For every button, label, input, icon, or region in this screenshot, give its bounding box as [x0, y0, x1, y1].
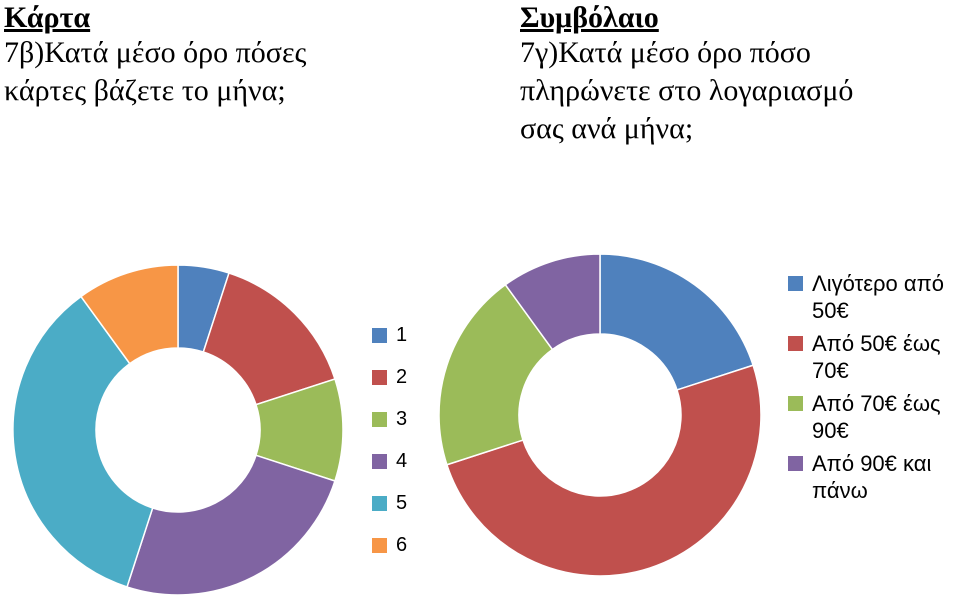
cards-doughnut-chart: [12, 264, 344, 596]
cards-slice-4: [126, 454, 336, 596]
cards-legend-item-1: 1: [372, 314, 432, 356]
contract-legend-swatch-2: [788, 336, 803, 351]
left-question-line-2: κάρτες βάζετε το μήνα;: [4, 74, 286, 107]
contract-legend-swatch-3: [788, 396, 803, 411]
contract-slice-3: [438, 283, 554, 466]
cards-legend-swatch-2: [372, 369, 387, 385]
cards-legend-swatch-5: [372, 495, 387, 511]
left-heading: Κάρτα 7β)Κατά μέσο όρο πόσες κάρτες βάζε…: [4, 2, 444, 110]
contract-legend: Λιγότερο από 50€ Από 50€ έως 70€ Από 70€ έως…: [788, 270, 960, 510]
contract-legend-label-3: Από 70€ έως 90€: [812, 391, 941, 443]
contract-legend-item-2: Από 50€ έως 70€: [788, 330, 960, 384]
cards-legend-item-5: 5: [372, 482, 432, 524]
right-category-title: Συμβόλαιο: [520, 1, 659, 34]
contract-slice-1: [599, 253, 755, 391]
cards-legend-label-4: 4: [396, 449, 408, 472]
contract-slice-4: [504, 253, 601, 351]
cards-legend-swatch-4: [372, 453, 387, 469]
cards-legend-label-3: 3: [396, 407, 408, 430]
cards-legend-swatch-1: [372, 327, 387, 343]
cards-legend: 1 2 3 4 5 6: [372, 314, 432, 566]
contract-legend-item-4: Από 90€ και πάνω: [788, 450, 960, 504]
contract-legend-swatch-4: [788, 456, 803, 471]
contract-legend-item-1: Λιγότερο από 50€: [788, 270, 960, 324]
contract-legend-item-3: Από 70€ έως 90€: [788, 390, 960, 444]
cards-slice-6: [79, 264, 179, 365]
contract-legend-label-2: Από 50€ έως 70€: [812, 331, 941, 383]
cards-legend-label-2: 2: [396, 365, 408, 388]
cards-legend-item-6: 6: [372, 524, 432, 566]
contract-doughnut-chart: [438, 253, 762, 577]
left-question-line-1: 7β)Κατά μέσο όρο πόσες: [4, 36, 307, 69]
cards-legend-label-5: 5: [396, 491, 408, 514]
right-question-line-1: 7γ)Κατά μέσο όρο πόσο: [520, 36, 811, 69]
cards-legend-label-6: 6: [396, 533, 408, 556]
cards-legend-swatch-6: [372, 537, 387, 553]
cards-legend-swatch-3: [372, 411, 387, 427]
cards-legend-item-2: 2: [372, 356, 432, 398]
cards-legend-item-3: 3: [372, 398, 432, 440]
cards-slice-5: [12, 295, 154, 588]
right-question-line-3: σας ανά μήνα;: [520, 112, 694, 145]
right-question-line-2: πληρώνετε στο λογαριασμό: [520, 74, 854, 107]
cards-legend-item-4: 4: [372, 440, 432, 482]
contract-legend-swatch-1: [788, 276, 803, 291]
contract-legend-label-4: Από 90€ και πάνω: [812, 451, 932, 503]
contract-legend-label-1: Λιγότερο από 50€: [812, 271, 944, 323]
left-category-title: Κάρτα: [4, 1, 91, 34]
contract-slice-2: [445, 364, 762, 577]
right-heading: Συμβόλαιο 7γ)Κατά μέσο όρο πόσο πληρώνετ…: [520, 2, 950, 148]
cards-legend-label-1: 1: [396, 323, 408, 346]
